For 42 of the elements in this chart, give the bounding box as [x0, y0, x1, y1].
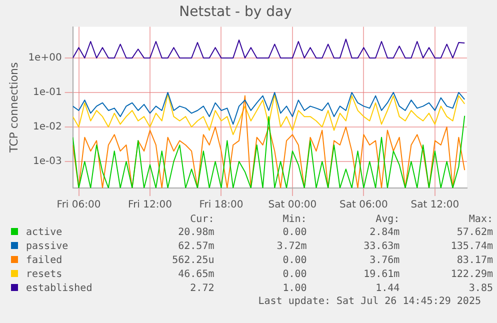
- text: Avg:: [374, 214, 401, 226]
- text: 135.74m: [450, 240, 494, 254]
- legend-label: failed: [25, 254, 64, 268]
- text: 122.29m: [450, 268, 494, 282]
- y-tick-label: 1e+00: [28, 52, 62, 64]
- text: 3.85: [468, 282, 494, 296]
- text: 19.61m: [362, 268, 401, 282]
- legend-label: active: [25, 226, 64, 240]
- text: 20.98m: [177, 226, 216, 240]
- text: 1.44: [374, 282, 401, 296]
- y-tick-label: 1e-01: [32, 87, 62, 98]
- text: 57.62m: [456, 226, 494, 240]
- legend-label: established: [25, 282, 94, 296]
- x-tick-label: Sat 00:00: [268, 200, 317, 211]
- text: Max:: [468, 214, 494, 226]
- text: 3.76m: [368, 254, 401, 268]
- text: 3.72m: [276, 240, 308, 254]
- text: 1.00: [282, 282, 308, 296]
- x-tick-label: Fri 06:00: [56, 200, 101, 211]
- text: 83.17m: [456, 254, 494, 268]
- legend-label: resets: [25, 268, 64, 282]
- text: 33.63m: [362, 240, 401, 254]
- y-tick-label: 1e-03: [32, 156, 62, 168]
- x-tick-label: Sat 06:00: [340, 200, 388, 211]
- x-tick-label: Fri 12:00: [128, 200, 172, 211]
- y-axis-title: TCP connections: [7, 62, 20, 154]
- text: 0.00: [282, 268, 308, 282]
- text: 562.25u: [171, 254, 216, 268]
- text: Min:: [282, 214, 308, 226]
- text: Cur:: [189, 214, 216, 226]
- x-tick-label: Fri 18:00: [199, 200, 244, 211]
- text: 46.65m: [177, 268, 216, 282]
- y-tick-label: 1e-02: [32, 122, 62, 133]
- text: 0.00: [282, 226, 308, 240]
- text: 0.00: [282, 254, 308, 268]
- chart-title: Netstat - by day: [179, 4, 292, 20]
- x-tick-label: Sat 12:00: [410, 200, 460, 211]
- text: 62.57m: [177, 240, 216, 254]
- text: 2.84m: [368, 226, 401, 240]
- text: 2.72: [189, 282, 216, 296]
- text: Last update: Sat Jul 26 14:45:29 2025: [257, 296, 482, 307]
- legend-label: passive: [25, 240, 70, 254]
